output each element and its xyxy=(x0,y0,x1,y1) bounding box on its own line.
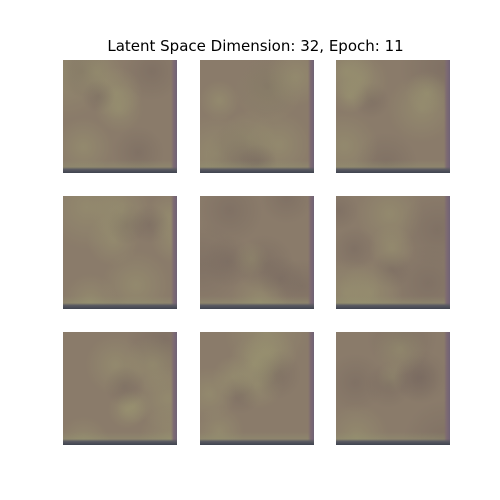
sample-image-3 xyxy=(336,60,450,173)
sample-image-1 xyxy=(63,60,177,173)
sample-image-9 xyxy=(336,332,450,445)
sample-image-4 xyxy=(63,196,177,309)
sample-image-7 xyxy=(63,332,177,445)
figure-title: Latent Space Dimension: 32, Epoch: 11 xyxy=(107,37,404,55)
sample-image-5 xyxy=(200,196,314,309)
sample-image-2 xyxy=(200,60,314,173)
sample-image-8 xyxy=(200,332,314,445)
sample-image-6 xyxy=(336,196,450,309)
generated-samples-grid xyxy=(63,60,450,445)
